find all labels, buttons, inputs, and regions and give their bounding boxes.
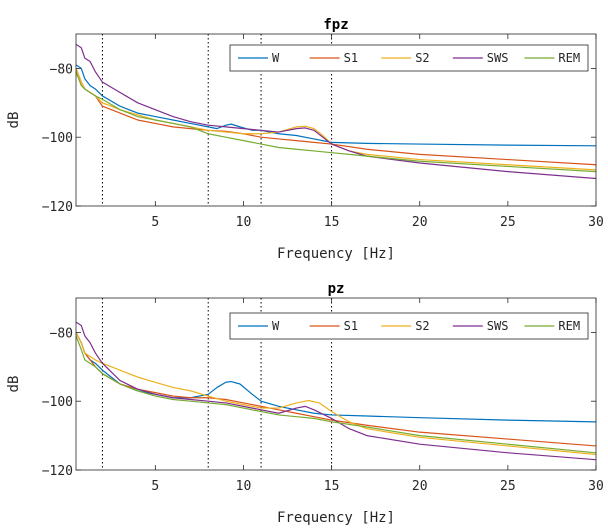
series-line-W	[76, 332, 596, 423]
legend-label-SWS: SWS	[487, 51, 509, 65]
axes-box	[75, 33, 597, 207]
chart-title: pz	[328, 281, 345, 297]
x-tick-label: 25	[500, 215, 516, 230]
y-tick-label: −100	[42, 131, 73, 146]
y-tick-label: −120	[42, 200, 73, 215]
y-axis-label: dB	[6, 376, 22, 393]
series-line-REM	[76, 335, 596, 454]
x-tick-label: 15	[324, 479, 340, 494]
x-tick-label: 30	[588, 479, 604, 494]
series-line-S1	[76, 332, 596, 447]
series-group	[76, 43, 596, 180]
x-tick-label: 10	[236, 215, 252, 230]
x-tick-label: 10	[236, 479, 252, 494]
chart-title: fpz	[323, 17, 348, 33]
legend-label-W: W	[272, 51, 280, 65]
legend: W S1 S2 SWS REM	[229, 312, 589, 340]
legend-label-REM: REM	[558, 51, 580, 65]
series-line-REM	[76, 71, 596, 173]
y-tick-label: −120	[42, 464, 73, 479]
x-tick-label: 5	[151, 215, 159, 230]
x-tick-label: 20	[412, 215, 428, 230]
y-tick-label: −100	[42, 395, 73, 410]
x-tick-label: 5	[151, 479, 159, 494]
x-axis-label: Frequency [Hz]	[277, 246, 395, 262]
legend-label-S2: S2	[415, 51, 429, 65]
legend-label-S2: S2	[415, 319, 429, 333]
legend-label-SWS: SWS	[487, 319, 509, 333]
chart-panel-pz: 5 10 15 20 25 30 −80 −100 −120 pz Frequency [Hz] dB…	[6, 281, 604, 526]
series-line-SWS	[76, 43, 596, 180]
legend-label-S1: S1	[344, 319, 358, 333]
x-tick-label: 30	[588, 215, 604, 230]
series-line-SWS	[76, 321, 596, 461]
series-group	[76, 321, 596, 461]
x-tick-label: 25	[500, 479, 516, 494]
x-axis-label: Frequency [Hz]	[277, 510, 395, 526]
y-axis-label: dB	[6, 112, 22, 129]
y-tick-label: −80	[50, 326, 73, 341]
x-tick-label: 15	[324, 215, 340, 230]
axes-box	[75, 297, 597, 471]
series-line-S2	[76, 332, 596, 456]
y-tick-label: −80	[50, 62, 73, 77]
legend-label-W: W	[272, 319, 280, 333]
legend-label-REM: REM	[558, 319, 580, 333]
chart-panel-fpz: 5 10 15 20 25 30 −80 −100 −120 fpz Frequency [Hz] d…	[6, 17, 604, 262]
legend: W S1 S2 SWS REM	[229, 44, 589, 72]
legend-label-S1: S1	[344, 51, 358, 65]
x-tick-label: 20	[412, 479, 428, 494]
